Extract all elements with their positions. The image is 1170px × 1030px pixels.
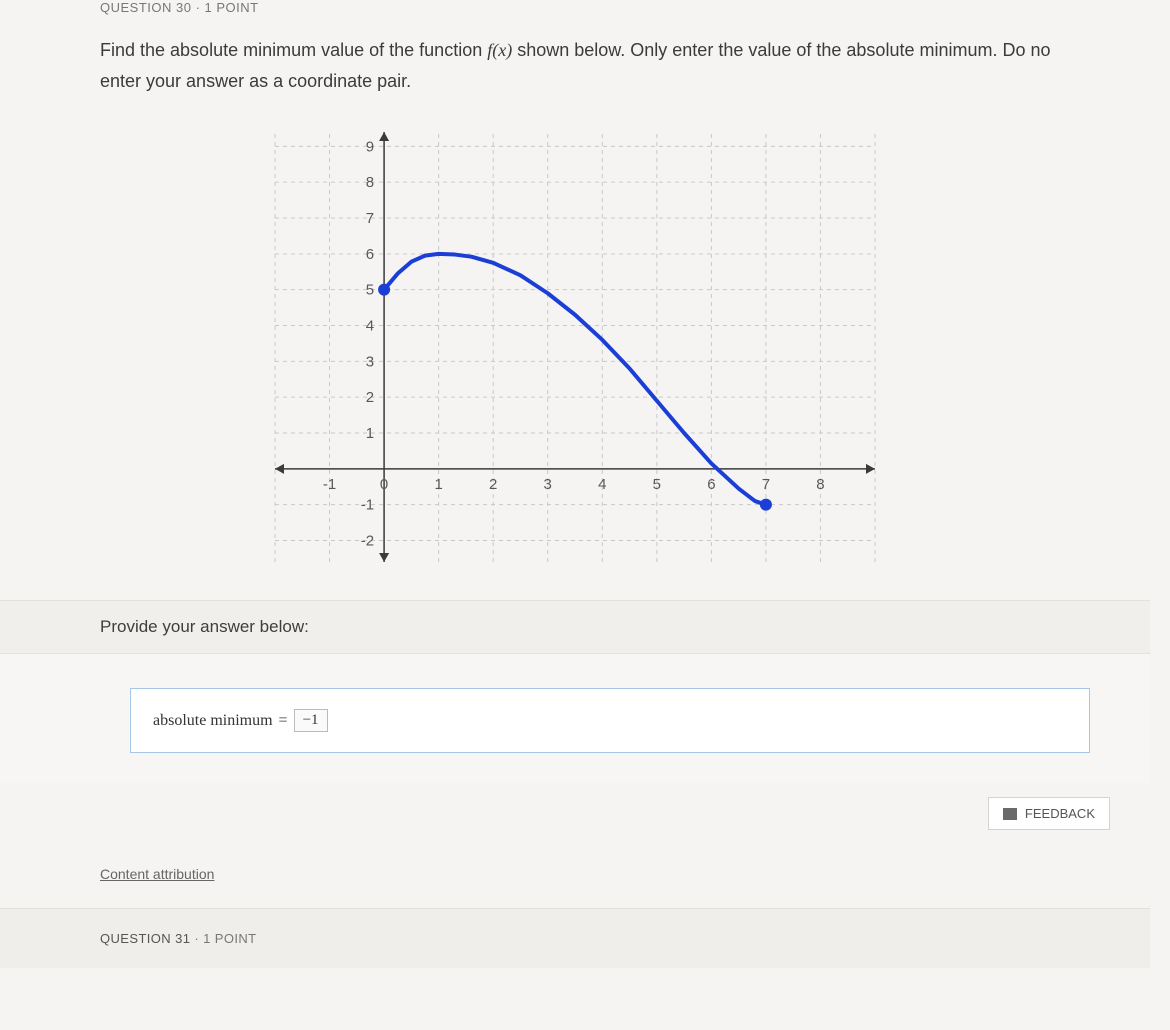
prompt-line1-suffix: shown below. Only enter the value of the… — [512, 40, 1050, 60]
svg-text:5: 5 — [653, 476, 661, 493]
answer-label: absolute minimum — [153, 712, 273, 730]
svg-text:2: 2 — [489, 476, 497, 493]
svg-text:7: 7 — [762, 476, 770, 493]
svg-text:8: 8 — [366, 174, 374, 191]
feedback-button[interactable]: FEEDBACK — [988, 797, 1110, 830]
prompt-line1-prefix: Find the absolute minimum value of the f… — [100, 40, 487, 60]
svg-text:0: 0 — [380, 476, 388, 493]
feedback-icon — [1003, 808, 1017, 820]
svg-text:-1: -1 — [361, 497, 374, 514]
svg-text:2: 2 — [366, 389, 374, 406]
bottom-question-number: QUESTION 31 — [100, 931, 190, 946]
answer-heading: Provide your answer below: — [0, 600, 1150, 654]
dot-separator: · — [194, 931, 203, 946]
svg-text:-2: -2 — [361, 533, 374, 550]
answer-region: I absolute minimum = −1 — [0, 654, 1150, 783]
svg-text:3: 3 — [366, 354, 374, 371]
prompt-line2: enter your answer as a coordinate pair. — [100, 71, 411, 91]
svg-text:1: 1 — [366, 425, 374, 442]
prompt-fn: f(x) — [487, 40, 512, 60]
question-label-top: QUESTION 30 · 1 POINT — [0, 0, 1150, 21]
text-cursor-icon: I — [1135, 0, 1142, 2]
answer-box[interactable]: absolute minimum = −1 — [130, 688, 1090, 753]
svg-text:6: 6 — [366, 246, 374, 263]
content-attribution-link[interactable]: Content attribution — [0, 840, 1150, 908]
svg-text:1: 1 — [434, 476, 442, 493]
question-prompt: Find the absolute minimum value of the f… — [0, 21, 1150, 106]
svg-text:3: 3 — [544, 476, 552, 493]
answer-input[interactable]: −1 — [294, 709, 328, 732]
svg-text:8: 8 — [816, 476, 824, 493]
question-label-bottom: QUESTION 31 · 1 POINT — [0, 908, 1150, 968]
svg-text:4: 4 — [366, 318, 374, 335]
svg-text:9: 9 — [366, 139, 374, 156]
function-graph: -1 0 1 2 3 4 5 6 7 8 -2 -1 1 2 3 4 5 6 7 8 9 — [255, 112, 895, 582]
svg-text:4: 4 — [598, 476, 606, 493]
svg-text:7: 7 — [366, 210, 374, 227]
svg-text:6: 6 — [707, 476, 715, 493]
svg-text:5: 5 — [366, 282, 374, 299]
bottom-question-points: 1 POINT — [203, 931, 256, 946]
equals-sign: = — [279, 712, 288, 730]
svg-text:-1: -1 — [323, 476, 336, 493]
feedback-label: FEEDBACK — [1025, 806, 1095, 821]
